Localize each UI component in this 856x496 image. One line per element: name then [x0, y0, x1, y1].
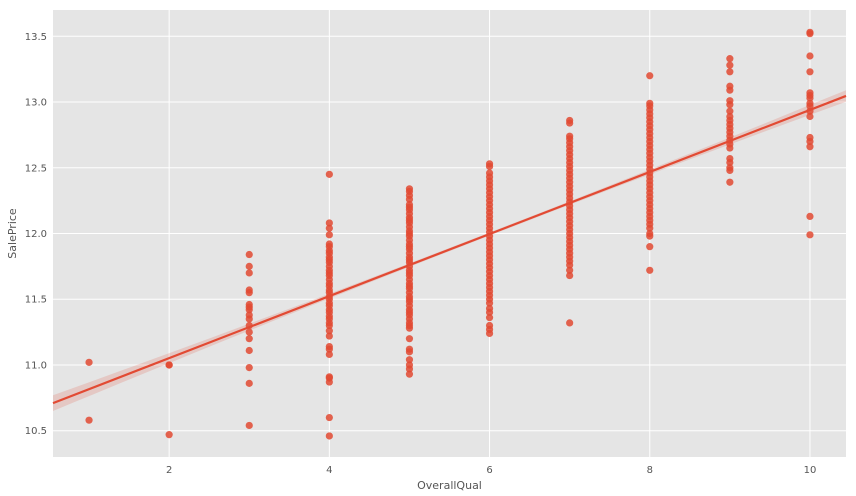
data-point — [726, 55, 734, 63]
data-point — [245, 306, 253, 314]
data-point — [405, 195, 414, 203]
data-point — [646, 224, 654, 232]
data-point — [806, 52, 814, 60]
data-point — [726, 68, 734, 76]
data-point — [165, 361, 173, 369]
x-tick-label: 4 — [326, 465, 332, 476]
data-point — [485, 314, 494, 322]
data-point — [245, 421, 253, 430]
data-point — [245, 364, 253, 372]
data-point — [485, 308, 494, 316]
data-point — [245, 289, 253, 297]
data-point — [726, 144, 734, 152]
x-tick-label: 10 — [804, 465, 817, 476]
data-point — [325, 224, 333, 232]
data-point — [405, 324, 414, 332]
data-point — [405, 348, 414, 356]
data-point — [245, 379, 253, 387]
regression-line — [52, 94, 847, 405]
data-point — [806, 143, 814, 151]
data-point — [85, 416, 93, 424]
data-point — [245, 250, 253, 259]
data-point — [85, 358, 93, 366]
data-point — [806, 30, 814, 38]
data-point — [405, 365, 414, 373]
data-point — [806, 102, 814, 110]
data-point — [485, 299, 494, 307]
data-point — [646, 266, 654, 274]
y-tick-label: 11.0 — [25, 360, 47, 371]
x-tick-label: 8 — [647, 465, 653, 476]
data-point — [405, 335, 414, 343]
data-point — [726, 158, 734, 167]
data-point — [566, 261, 574, 269]
data-point — [245, 346, 253, 355]
data-point — [806, 94, 814, 102]
data-point — [646, 243, 654, 251]
data-point — [245, 315, 253, 323]
y-tick-label: 12.0 — [25, 229, 47, 240]
data-point — [325, 231, 333, 239]
data-point — [405, 370, 414, 378]
data-point — [806, 68, 814, 76]
data-point — [325, 350, 333, 359]
y-tick-label: 10.5 — [25, 426, 47, 437]
y-tick-label: 13.5 — [25, 32, 47, 43]
data-point — [566, 319, 574, 327]
data-point — [325, 170, 333, 178]
data-point — [325, 321, 333, 330]
data-point — [325, 332, 333, 340]
data-point — [806, 112, 814, 121]
data-point — [806, 212, 814, 221]
x-tick-label: 6 — [486, 465, 492, 476]
data-point — [245, 335, 253, 343]
data-point — [726, 101, 734, 109]
data-point — [646, 232, 654, 240]
data-point — [566, 271, 574, 280]
data-point — [806, 231, 814, 239]
data-point — [325, 345, 333, 353]
data-point — [245, 262, 253, 270]
data-point — [325, 378, 333, 386]
data-point — [325, 219, 333, 227]
y-tick-label: 11.5 — [25, 295, 47, 306]
y-tick-labels: 10.5 11.0 11.5 12.0 12.5 13.0 13.5 — [25, 32, 47, 437]
data-point — [325, 432, 333, 440]
data-point — [245, 328, 253, 336]
data-point — [726, 61, 734, 69]
data-point — [646, 72, 654, 80]
x-tick-label: 2 — [166, 465, 172, 476]
data-point — [485, 162, 494, 171]
data-point — [726, 166, 734, 174]
data-point — [325, 327, 333, 335]
y-axis-label: SalePrice — [6, 208, 19, 259]
x-tick-labels: 2 4 6 8 10 — [166, 465, 816, 476]
y-tick-label: 12.5 — [25, 163, 47, 174]
data-point — [245, 269, 253, 277]
data-point — [405, 356, 414, 364]
data-point — [726, 178, 734, 186]
data-point — [165, 431, 173, 439]
data-point — [485, 329, 494, 338]
data-point — [566, 266, 574, 274]
data-point — [726, 107, 734, 115]
data-point — [726, 86, 734, 94]
data-point — [566, 119, 574, 127]
data-point — [325, 413, 333, 422]
x-axis-label: OverallQual — [417, 479, 482, 492]
data-point — [806, 137, 814, 146]
y-tick-label: 13.0 — [25, 98, 47, 109]
